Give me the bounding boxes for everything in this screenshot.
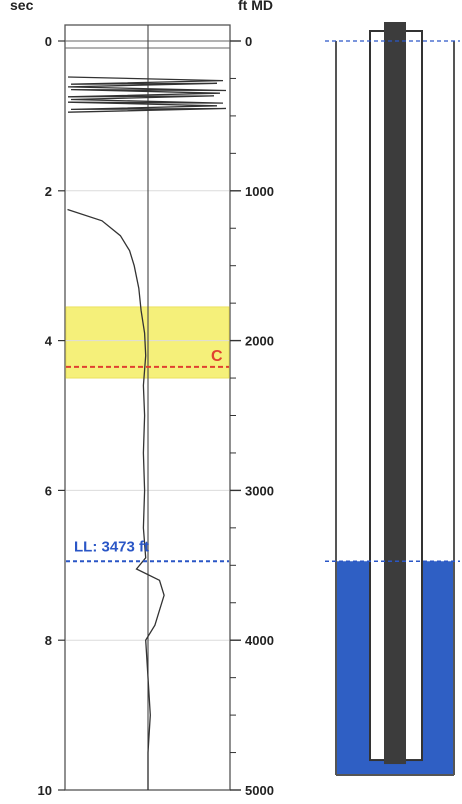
depth-tick-label: 5000 <box>245 783 274 798</box>
acoustic-trace <box>67 208 165 790</box>
wellbore-schematic <box>325 22 460 777</box>
time-axis: 0 2 4 6 8 10 <box>38 34 65 798</box>
time-tick-label: 8 <box>45 633 52 648</box>
depth-axis-unit: ft MD <box>238 0 273 13</box>
depth-tick-label: 4000 <box>245 633 274 648</box>
depth-tick-label: 3000 <box>245 483 274 498</box>
depth-tick-label: 1000 <box>245 184 274 199</box>
depth-axis: 0 1000 2000 3000 4000 5000 <box>230 34 274 798</box>
time-tick-label: 0 <box>45 34 52 49</box>
depth-tick-label: 0 <box>245 34 252 49</box>
collar-marker-label: C <box>211 348 223 365</box>
time-tick-label: 2 <box>45 184 52 199</box>
rod-string <box>384 22 406 765</box>
surface-noise-trace <box>67 76 227 113</box>
depth-tick-label: 2000 <box>245 334 274 349</box>
time-axis-unit: sec <box>10 0 34 13</box>
surface-noise <box>67 76 227 113</box>
time-tick-label: 6 <box>45 483 52 498</box>
time-tick-label: 4 <box>45 334 53 349</box>
time-tick-label: 10 <box>38 783 52 798</box>
liquid-level-label: LL: 3473 ft <box>74 538 149 555</box>
